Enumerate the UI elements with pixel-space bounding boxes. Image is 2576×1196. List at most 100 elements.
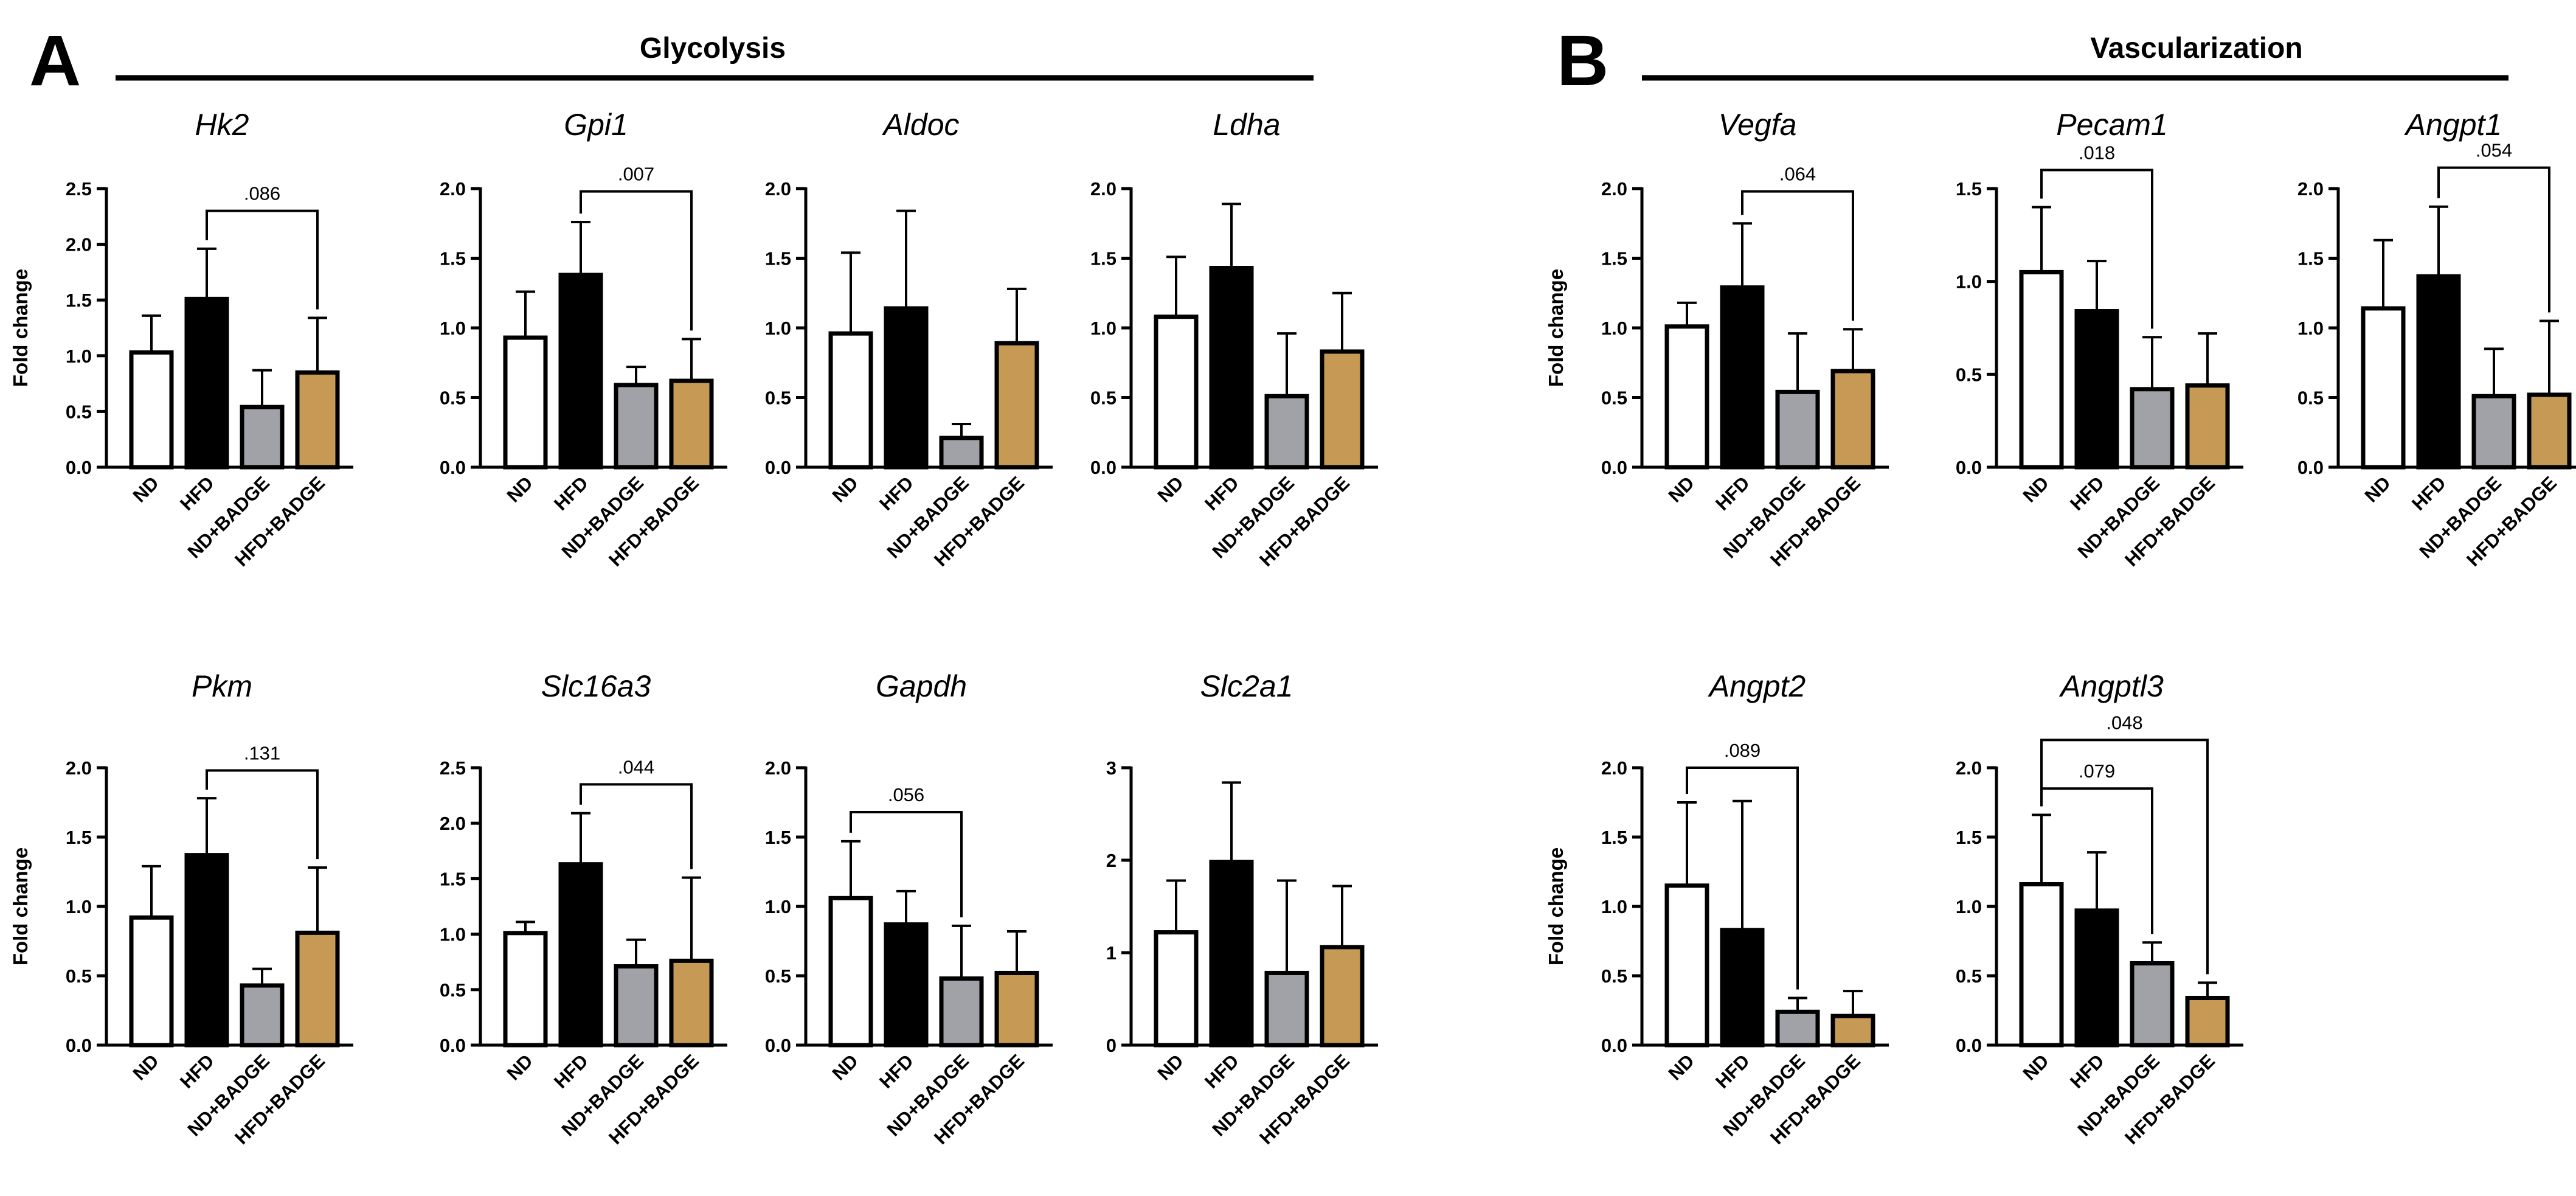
bar-pecam1-nd	[2019, 269, 2064, 470]
y-tick-label-hk2: 1.5	[66, 290, 92, 311]
category-label-gpi1: ND	[503, 472, 537, 506]
y-tick-label-ldha: 0.5	[1090, 388, 1117, 409]
chart-title-pecam1: Pecam1	[2056, 108, 2167, 142]
y-tick-label-ldha: 0.0	[1090, 457, 1117, 478]
y-tick-label-pkm: 0.0	[66, 1035, 92, 1056]
bar-gapdh-nd-badge	[939, 976, 984, 1048]
category-label-gpi1: HFD	[550, 472, 592, 515]
bar-slc2a1-nd	[1154, 930, 1199, 1048]
y-tick-label-pecam1: 1.0	[1956, 271, 1982, 293]
bar-angpt1-nd	[2361, 306, 2406, 470]
category-label-vegfa: HFD	[1711, 472, 1754, 515]
bar-slc2a1-hfd	[1209, 860, 1254, 1048]
category-label-gapdh: ND	[828, 1050, 862, 1084]
y-tick-label-gpi1: 2.0	[440, 178, 466, 200]
bar-ldha-hfd-badge	[1320, 349, 1365, 470]
y-tick-label-slc16a3: 2.5	[440, 757, 466, 779]
bar-gapdh-hfd-badge	[994, 970, 1039, 1048]
y-tick-label-aldoc: 0.0	[765, 457, 791, 478]
bar-hk2-hfd	[184, 296, 229, 470]
bar-angpt1-hfd-badge	[2527, 392, 2572, 470]
bar-angpt1-hfd	[2416, 274, 2461, 470]
category-label-slc2a1: ND	[1154, 1050, 1188, 1084]
y-tick-label-angptl3: 1.5	[1956, 827, 1982, 848]
bar-vegfa-hfd	[1720, 285, 1765, 470]
category-label-angptl3: HFD	[2066, 1050, 2108, 1093]
significance-bracket-angptl3	[2040, 739, 2209, 975]
significance-bracket-angpt1	[2437, 166, 2550, 313]
y-axis-label-angpt2: Fold change	[1545, 847, 1567, 965]
bar-pkm-hfd	[184, 853, 229, 1048]
y-tick-label-slc16a3: 1.5	[440, 868, 466, 889]
y-tick-label-hk2: 2.5	[66, 178, 92, 200]
chart-title-gpi1: Gpi1	[564, 108, 628, 142]
significance-label-hk2: .086	[244, 183, 280, 204]
bar-gpi1-hfd	[558, 273, 603, 470]
bar-hk2-nd-badge	[240, 405, 285, 470]
y-tick-label-pecam1: 0.5	[1956, 364, 1982, 385]
bar-ldha-nd	[1154, 315, 1199, 470]
bar-vegfa-nd	[1664, 324, 1709, 470]
significance-label-angptl3: .048	[2106, 712, 2142, 733]
y-tick-label-gapdh: 1.0	[765, 896, 791, 917]
chart-title-hk2: Hk2	[195, 108, 249, 142]
y-tick-label-vegfa: 1.5	[1601, 248, 1627, 269]
y-tick-label-slc2a1: 1	[1106, 942, 1117, 964]
bar-vegfa-hfd-badge	[1830, 369, 1875, 470]
significance-label-angpt1: .054	[2476, 140, 2512, 161]
y-tick-label-hk2: 0.0	[66, 457, 92, 478]
bar-pecam1-hfd-badge	[2185, 383, 2230, 470]
y-tick-label-vegfa: 0.5	[1601, 388, 1627, 409]
bar-pkm-nd	[129, 915, 174, 1048]
y-tick-label-pecam1: 1.5	[1956, 178, 1982, 200]
bar-angptl3-nd-badge	[2130, 961, 2175, 1048]
y-tick-label-gapdh: 0.0	[765, 1035, 791, 1056]
significance-label-pecam1: .018	[2079, 142, 2115, 163]
section-title-glycolysis: Glycolysis	[640, 32, 786, 64]
y-tick-label-angpt1: 0.5	[2297, 388, 2324, 409]
y-tick-label-angpt2: 1.0	[1601, 896, 1627, 917]
significance-label-angptl3: .079	[2079, 760, 2115, 782]
bar-pkm-nd-badge	[240, 983, 285, 1048]
chart-title-vegfa: Vegfa	[1719, 108, 1797, 142]
category-label-ldha: HFD	[1200, 472, 1243, 515]
bar-slc16a3-hfd-badge	[669, 958, 714, 1048]
y-tick-label-angptl3: 1.0	[1956, 896, 1982, 917]
significance-label-slc16a3: .044	[618, 756, 654, 777]
y-tick-label-gapdh: 2.0	[765, 757, 791, 779]
y-axis-label-hk2: Fold change	[9, 269, 32, 387]
y-tick-label-gpi1: 1.0	[440, 318, 466, 339]
significance-bracket-gapdh	[850, 810, 963, 917]
y-tick-label-aldoc: 2.0	[765, 178, 791, 200]
y-tick-label-angpt1: 1.0	[2297, 318, 2324, 339]
y-tick-label-slc16a3: 0.0	[440, 1035, 466, 1056]
y-tick-label-pkm: 2.0	[66, 757, 92, 779]
panel-letter-b: B	[1557, 21, 1608, 101]
category-label-ldha: ND	[1154, 472, 1188, 506]
significance-label-angpt2: .089	[1724, 740, 1761, 761]
bar-angpt2-nd	[1664, 883, 1709, 1048]
bar-aldoc-hfd	[884, 306, 929, 470]
y-tick-label-angptl3: 0.0	[1956, 1035, 1982, 1056]
bar-pecam1-nd-badge	[2130, 387, 2175, 470]
bar-aldoc-nd-badge	[939, 436, 984, 470]
bar-angpt2-hfd-badge	[1830, 1013, 1875, 1048]
significance-label-vegfa: .064	[1779, 164, 1816, 185]
y-tick-label-ldha: 1.0	[1090, 318, 1117, 339]
y-tick-label-hk2: 0.5	[66, 401, 92, 422]
y-tick-label-angpt2: 2.0	[1601, 757, 1627, 779]
chart-title-slc16a3: Slc16a3	[541, 669, 651, 703]
category-label-slc16a3: ND	[503, 1050, 537, 1084]
section-title-vascularization: Vascularization	[2090, 32, 2302, 64]
y-tick-label-angpt2: 0.0	[1601, 1035, 1627, 1056]
significance-label-pkm: .131	[244, 743, 280, 764]
y-tick-label-hk2: 2.0	[66, 234, 92, 256]
